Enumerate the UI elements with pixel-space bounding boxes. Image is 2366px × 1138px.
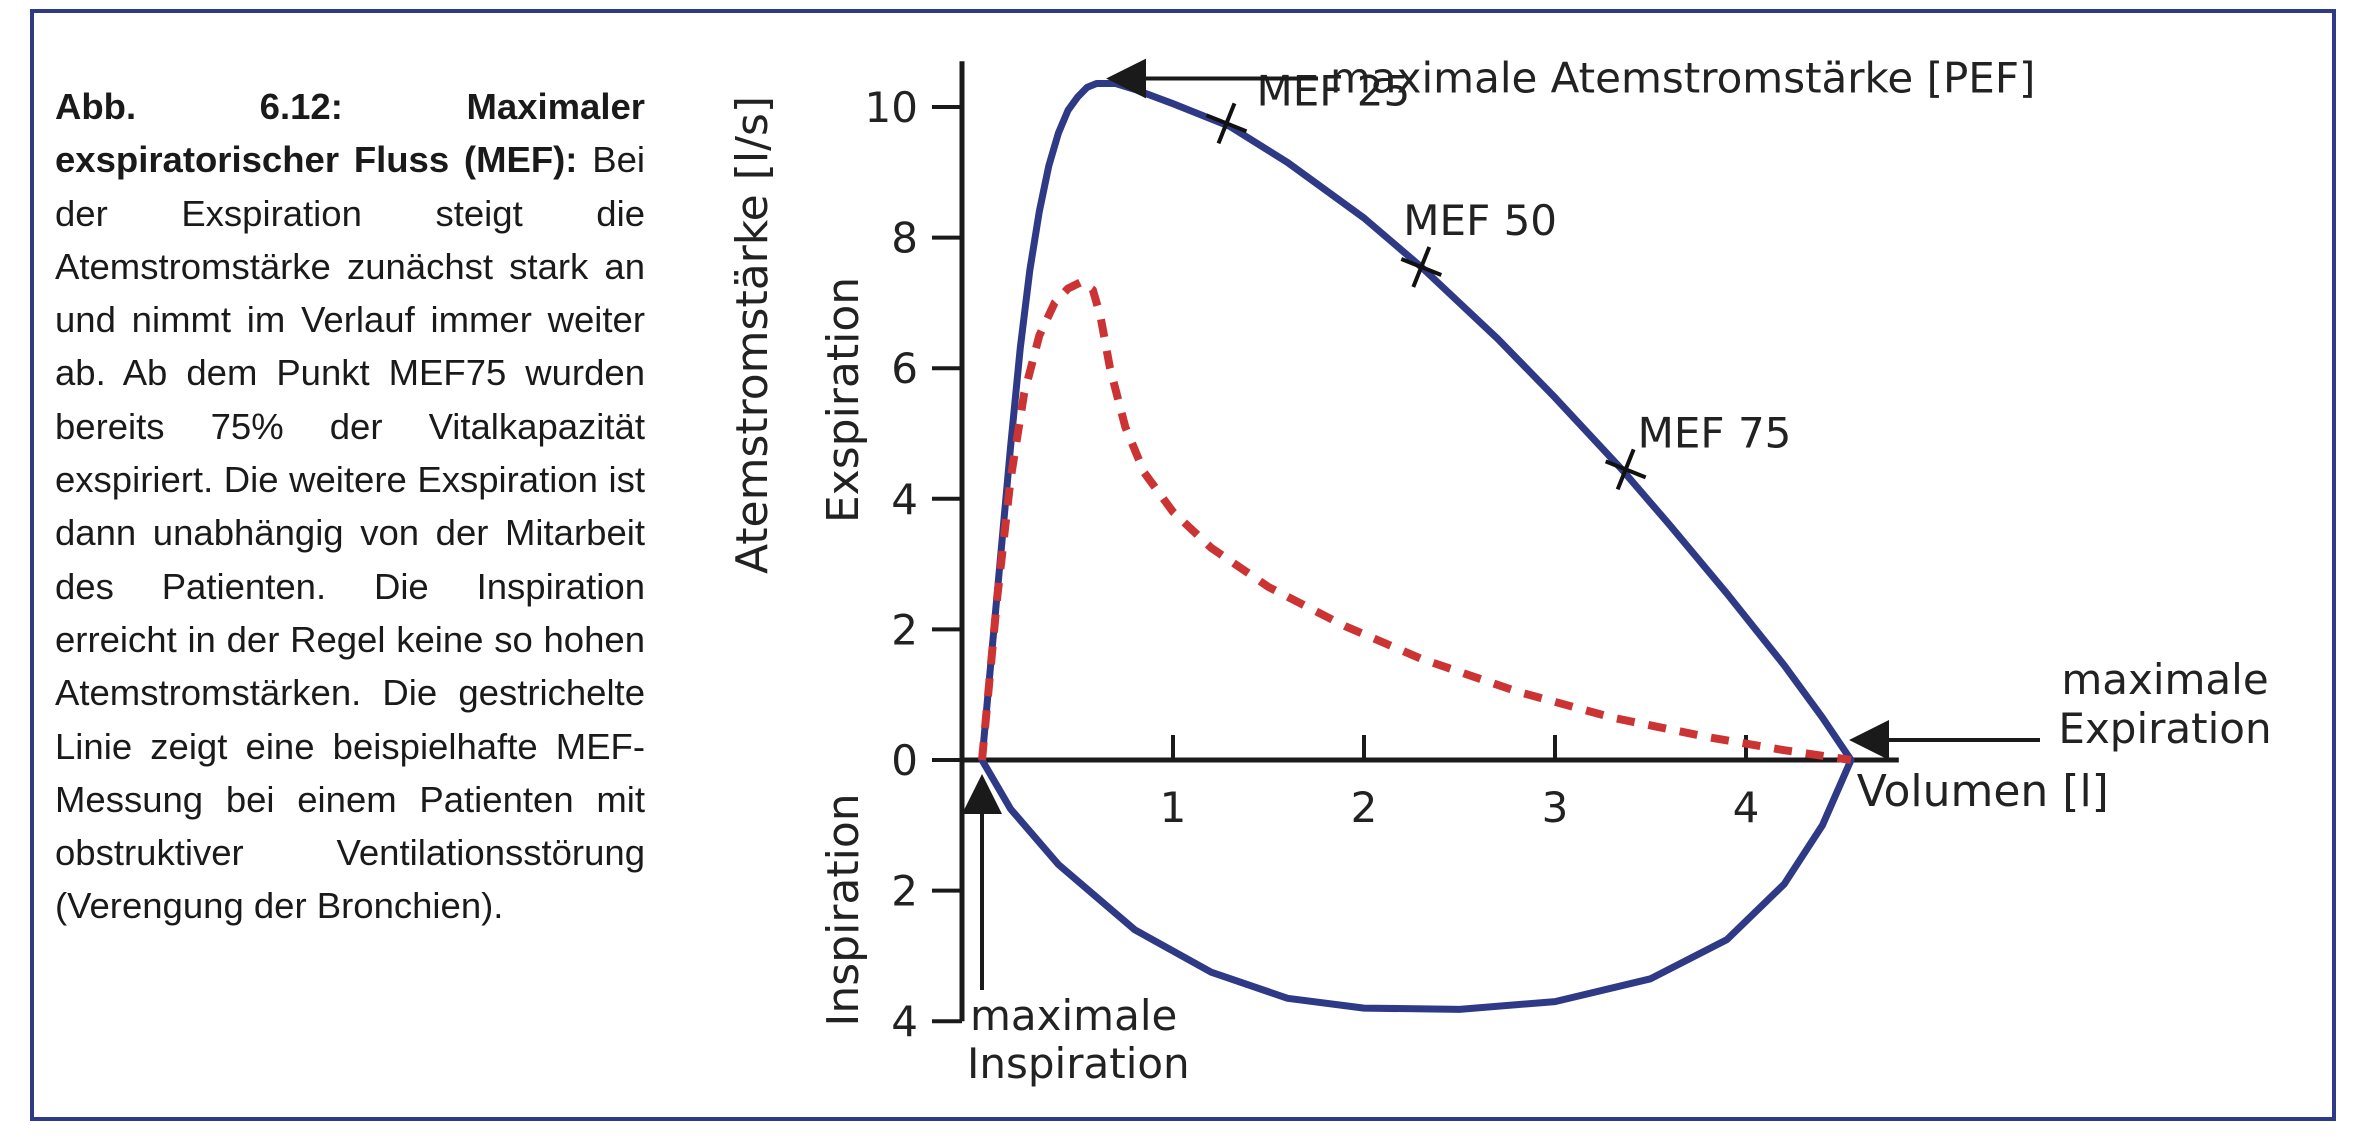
x-tick-label: 4	[1733, 783, 1760, 832]
caption-body: Bei der Exspiration steigt die Atemstrom…	[55, 139, 645, 927]
expiration-annotation-line: Expiration	[2058, 704, 2271, 753]
y-tick-label: 4	[891, 475, 918, 524]
mef-marker	[1205, 102, 1248, 145]
mef-marker	[1400, 246, 1443, 288]
x-tick-label: 3	[1542, 783, 1569, 832]
mef-cross-line	[1411, 246, 1432, 288]
mef-marker	[1604, 448, 1647, 491]
inspiration-annotation-line: Inspiration	[967, 1039, 1190, 1088]
y-axis-title: Atemstromstärke [l/s]	[727, 96, 778, 574]
y-axis-subtitle-inspiration: Inspiration	[818, 793, 869, 1026]
figure-caption: Abb. 6.12: Maximaler exspiratorischer Fl…	[55, 80, 645, 933]
y-tick-label: 0	[891, 736, 918, 785]
pef-annotation: maximale Atemstromstärke [PEF]	[1330, 53, 2035, 102]
y-axis-subtitle-expiration: Exspiration	[818, 277, 869, 523]
mef-label: MEF 50	[1403, 196, 1557, 245]
y-tick-label: 2	[891, 605, 918, 654]
y-tick-label: 2	[891, 867, 918, 916]
x-tick-label: 2	[1351, 783, 1378, 832]
mef-cross-line	[1615, 448, 1636, 491]
mef-label: MEF 75	[1638, 408, 1792, 457]
y-tick-label: 4	[891, 997, 918, 1046]
x-tick-label: 1	[1160, 783, 1187, 832]
figure-frame	[30, 9, 2336, 1121]
inspiration-annotation-line: maximale	[970, 991, 1177, 1040]
y-tick-label: 10	[865, 83, 918, 132]
mef-cross-line	[1216, 102, 1237, 145]
y-tick-label: 8	[891, 214, 918, 263]
y-tick-label: 6	[891, 344, 918, 393]
normal-inspiration-curve	[978, 756, 1855, 1013]
mef-label: MEF 25	[1256, 66, 1410, 115]
obstructive-expiration-curve	[978, 278, 1852, 764]
caption-title: Abb. 6.12: Maximaler exspiratorischer Fl…	[55, 86, 645, 181]
expiration-annotation-line: maximale	[2061, 655, 2268, 704]
x-axis-title: Volumen [l]	[1857, 766, 2109, 817]
